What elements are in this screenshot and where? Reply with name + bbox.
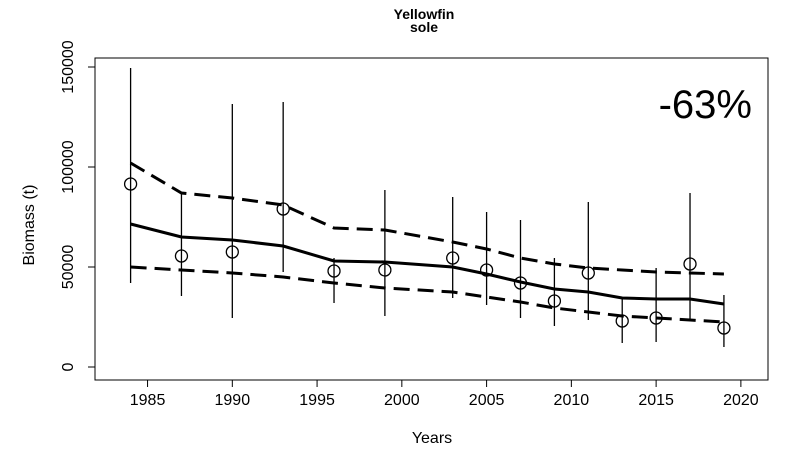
point (327, 264, 341, 278)
x-tick-label: 2015 (638, 392, 674, 409)
point (717, 321, 731, 335)
x-axis-label: Years (412, 430, 452, 447)
point (649, 311, 663, 325)
point (123, 177, 138, 191)
x-tick-label: 2005 (469, 392, 505, 409)
y-tick-label: 150000 (60, 40, 77, 93)
point (225, 245, 239, 259)
point (174, 249, 189, 263)
y-axis-label: Biomass (t) (21, 185, 38, 266)
annotation: -63% (659, 83, 752, 127)
x-tick-label: 1995 (299, 392, 335, 409)
point (547, 294, 562, 308)
point (276, 202, 290, 216)
x-tick-label: 1985 (130, 392, 166, 409)
chart-title-line: sole (410, 19, 438, 35)
trend-line (130, 265, 725, 324)
point (378, 263, 392, 277)
chart-title-line: Yellowfin (394, 6, 455, 22)
x-tick-label: 2020 (723, 392, 759, 409)
y-tick-label: 50000 (60, 245, 77, 290)
trend-line (129, 161, 724, 276)
x-tick-label: 1990 (215, 392, 251, 409)
point (479, 263, 494, 277)
x-tick-label: 2010 (554, 392, 590, 409)
x-tick-label: 2000 (384, 392, 420, 409)
plot-frame (94, 57, 769, 381)
point (615, 314, 629, 328)
point (513, 276, 528, 290)
point (683, 257, 697, 271)
point (446, 251, 460, 265)
y-tick-label: 0 (60, 362, 77, 371)
point (581, 266, 595, 280)
y-tick-label: 100000 (60, 140, 77, 193)
